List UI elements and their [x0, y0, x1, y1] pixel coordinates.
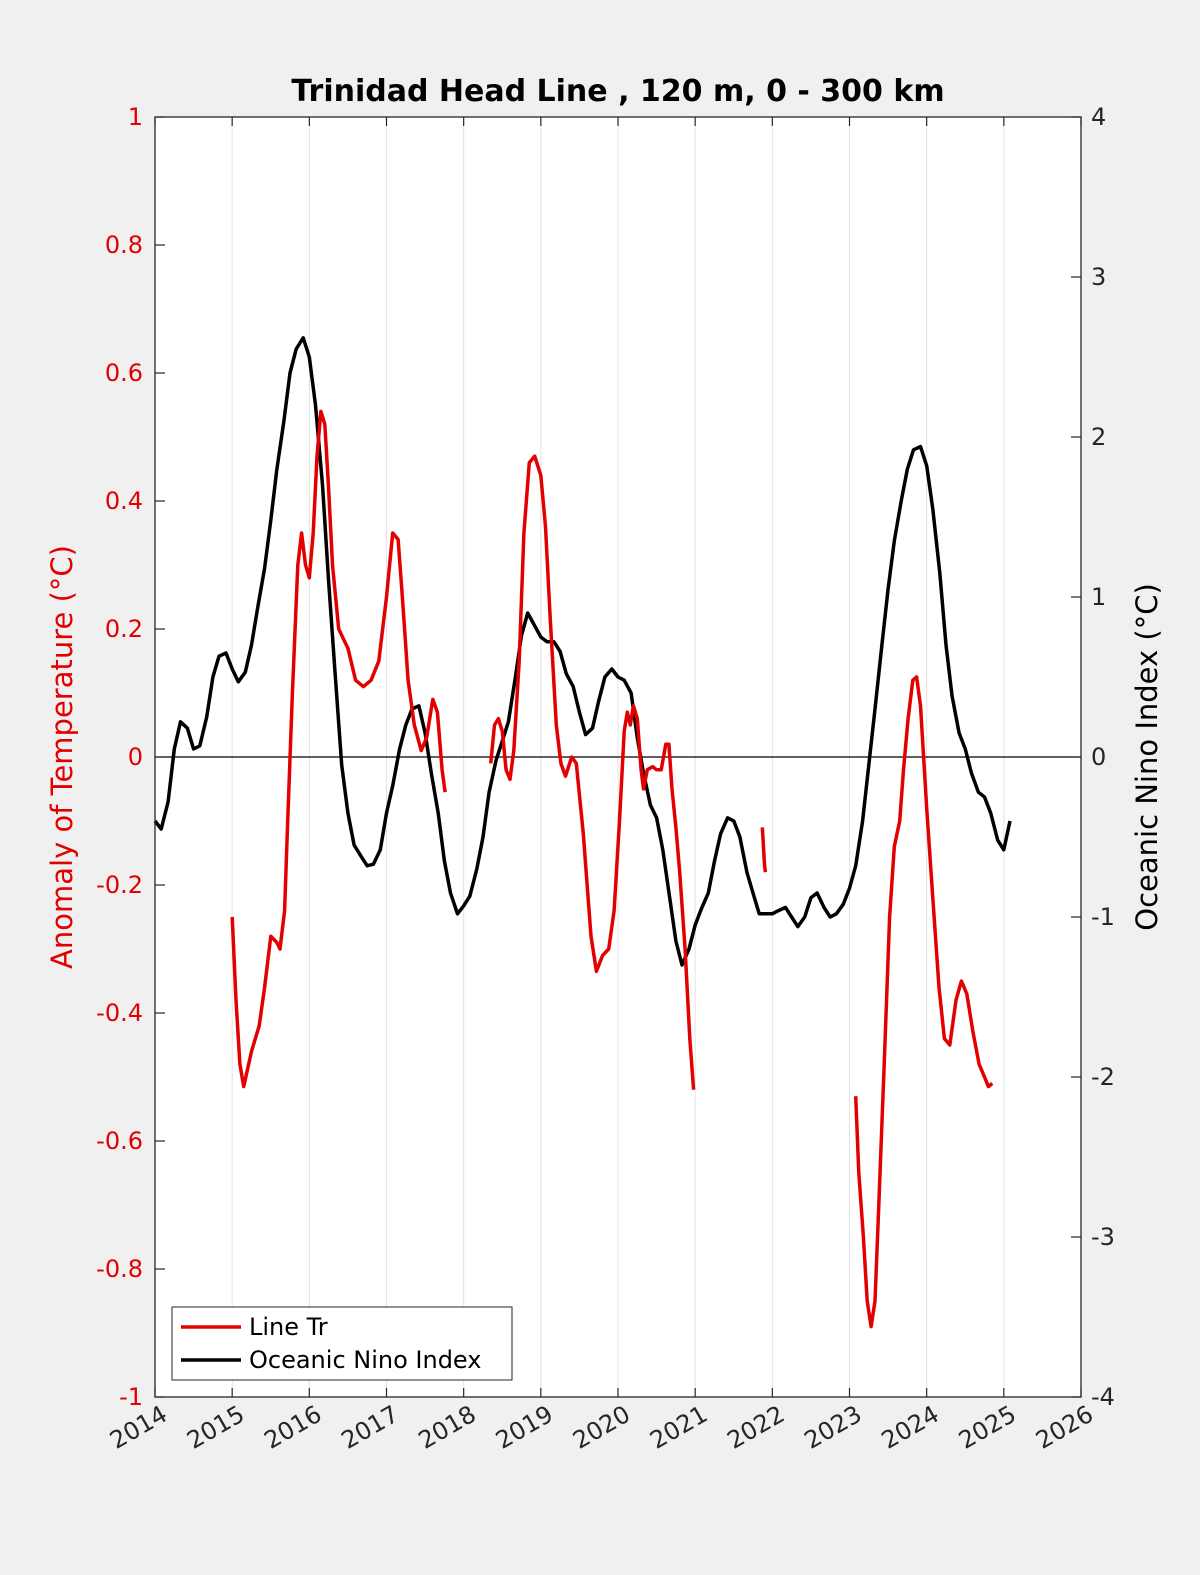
x-tick-label-2023: 2023 [800, 1400, 867, 1455]
y-axis-label-right: Oceanic Nino Index (°C) [1130, 583, 1164, 931]
chart-title: Trinidad Head Line , 120 m, 0 - 300 km [291, 74, 944, 109]
x-tick-label-2024: 2024 [877, 1400, 944, 1455]
y-left-tick-label-0.4: 0.4 [105, 487, 143, 515]
y-left-tick-label--0.4: -0.4 [96, 999, 143, 1027]
x-tick-label-2021: 2021 [645, 1400, 712, 1455]
y-right-tick-label-3: 3 [1091, 263, 1106, 291]
series-line-line-tr-1 [488, 454, 696, 1090]
y-left-tick-label--1: -1 [119, 1383, 143, 1411]
y-left-tick-label-0: 0 [128, 743, 143, 771]
x-tick-label-2017: 2017 [337, 1400, 404, 1455]
x-tick-label-2020: 2020 [568, 1400, 635, 1455]
y-right-tick-label-0: 0 [1091, 743, 1106, 771]
x-tick-label-2025: 2025 [954, 1400, 1021, 1455]
y-right-tick-label--3: -3 [1091, 1223, 1115, 1251]
x-tick-label-2026: 2026 [1031, 1400, 1098, 1455]
y-right-tick-label-2: 2 [1091, 423, 1106, 451]
y-left-tick-label--0.2: -0.2 [96, 871, 143, 899]
y-left-tick-label-0.2: 0.2 [105, 615, 143, 643]
y-left-tick-label-0.6: 0.6 [105, 359, 143, 387]
y-right-tick-label--1: -1 [1091, 903, 1115, 931]
series-line-line-tr-3 [853, 675, 994, 1329]
y-left-tick-label-1: 1 [128, 103, 143, 131]
legend-label-oni: Oceanic Nino Index [249, 1346, 481, 1374]
x-tick-label-2019: 2019 [491, 1400, 558, 1455]
y-right-tick-label--4: -4 [1091, 1383, 1115, 1411]
y-left-tick-label--0.6: -0.6 [96, 1127, 143, 1155]
x-tick-label-2018: 2018 [414, 1400, 481, 1455]
y-right-tick-label-1: 1 [1091, 583, 1106, 611]
legend-box [171, 1306, 513, 1381]
y-right-tick-label--2: -2 [1091, 1063, 1115, 1091]
y-right-tick-label-4: 4 [1091, 103, 1106, 131]
series-group [153, 336, 1012, 1329]
right-axis: 4 3 2 1 0 -1 -2 -3 -4 [1071, 103, 1115, 1411]
x-tick-label-2016: 2016 [259, 1400, 326, 1455]
x-tick-label-2015: 2015 [182, 1400, 249, 1455]
series-line-oceanic-nino-index-0 [153, 336, 1012, 967]
legend-label-line-tr: Line Tr [249, 1313, 328, 1341]
left-axis: 1 0.8 0.6 0.4 0.2 0 -0.2 -0.4 -0.6 -0.8 -1 [96, 103, 165, 1411]
y-axis-label-left: Anomaly of Temperature (°C) [45, 545, 79, 969]
y-left-tick-label--0.8: -0.8 [96, 1255, 143, 1283]
series-line-line-tr-0 [230, 409, 447, 1089]
y-left-tick-label-0.8: 0.8 [105, 231, 143, 259]
series-line-line-tr-2 [760, 827, 768, 873]
x-tick-label-2022: 2022 [722, 1400, 789, 1455]
legend: Line Tr Oceanic Nino Index [171, 1306, 513, 1381]
